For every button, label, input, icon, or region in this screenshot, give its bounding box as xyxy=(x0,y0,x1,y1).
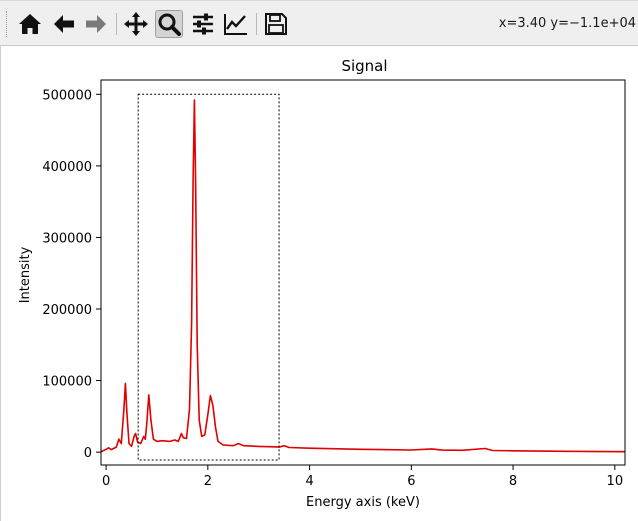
y-tick-label: 100000 xyxy=(42,375,92,390)
x-axis-label: Energy axis (keV) xyxy=(306,495,420,510)
home-icon xyxy=(19,14,41,34)
save-button[interactable] xyxy=(262,10,290,38)
arrow-left-icon xyxy=(54,15,74,33)
plot-layer: 0 2 4 6 8 10 0 100000 200000 300000 400000 500000 xyxy=(42,88,625,489)
y-tick-label: 300000 xyxy=(42,231,92,246)
axes-frame xyxy=(100,79,626,466)
y-tick-label: 200000 xyxy=(42,303,92,318)
window-border xyxy=(0,46,1,521)
y-tick-label: 0 xyxy=(84,446,92,461)
subplots-button[interactable] xyxy=(189,10,217,38)
pan-button[interactable] xyxy=(122,10,150,38)
x-tick-label: 6 xyxy=(407,474,415,489)
x-tick-label: 4 xyxy=(305,474,313,489)
forward-button[interactable] xyxy=(82,10,110,38)
cursor-coordinates: x=3.40 y=−1.1e+04 xyxy=(498,16,636,31)
x-tick-label: 8 xyxy=(509,474,517,489)
arrow-right-icon xyxy=(86,15,106,33)
magnifier-icon xyxy=(158,13,181,36)
zoom-button[interactable] xyxy=(155,10,183,38)
toolbar-separator xyxy=(256,13,257,35)
zoom-selection-rect xyxy=(137,93,280,461)
customize-button[interactable] xyxy=(222,10,250,38)
line-chart-icon xyxy=(224,14,247,35)
y-tick-label: 400000 xyxy=(42,160,92,175)
sliders-icon xyxy=(193,13,213,35)
y-tick-label: 500000 xyxy=(42,88,92,103)
move-icon xyxy=(124,12,148,36)
toolbar-grip[interactable] xyxy=(6,11,10,37)
x-tick-label: 10 xyxy=(607,474,624,489)
toolbar-separator xyxy=(116,13,117,35)
x-tick-label: 0 xyxy=(102,474,110,489)
chart-canvas[interactable]: Signal 0 2 4 6 8 10 0 100000 200000 300000 400000 5… xyxy=(0,46,638,521)
navigation-toolbar: x=3.40 y=−1.1e+04 xyxy=(0,0,638,46)
home-button[interactable] xyxy=(16,10,44,38)
x-tick-label: 2 xyxy=(204,474,212,489)
y-axis-label: Intensity xyxy=(18,246,33,303)
back-button[interactable] xyxy=(50,10,78,38)
chart-title: Signal xyxy=(341,57,387,75)
floppy-disk-icon xyxy=(265,13,287,35)
data-series-line xyxy=(101,99,625,453)
